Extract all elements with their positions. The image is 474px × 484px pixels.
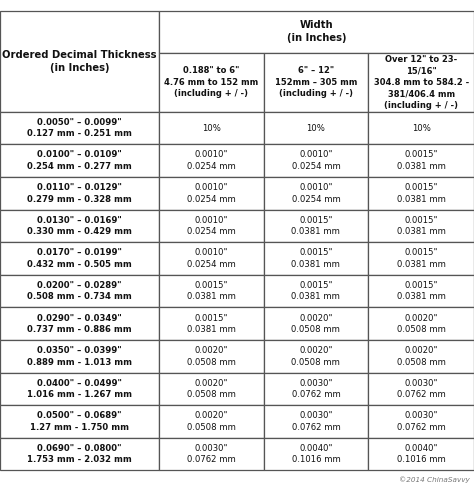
Text: 0.0040"
0.1016 mm: 0.0040" 0.1016 mm — [397, 444, 446, 464]
Bar — [264, 53, 368, 112]
Text: 0.0110" – 0.0129"
0.279 mm - 0.328 mm: 0.0110" – 0.0129" 0.279 mm - 0.328 mm — [27, 183, 132, 204]
Bar — [368, 177, 474, 210]
Text: 0.0050" – 0.0099"
0.127 mm - 0.251 mm: 0.0050" – 0.0099" 0.127 mm - 0.251 mm — [27, 118, 132, 138]
Bar — [264, 210, 368, 242]
Text: 0.0015"
0.0381 mm: 0.0015" 0.0381 mm — [397, 248, 446, 269]
Text: 0.0010"
0.0254 mm: 0.0010" 0.0254 mm — [292, 183, 340, 204]
Text: 0.0010"
0.0254 mm: 0.0010" 0.0254 mm — [187, 216, 236, 236]
Text: 0.0015"
0.0381 mm: 0.0015" 0.0381 mm — [292, 248, 340, 269]
Text: 0.0290" – 0.0349"
0.737 mm - 0.886 mm: 0.0290" – 0.0349" 0.737 mm - 0.886 mm — [27, 314, 132, 334]
Bar — [368, 53, 474, 112]
Text: 0.0015"
0.0381 mm: 0.0015" 0.0381 mm — [187, 281, 236, 302]
Bar — [368, 144, 474, 177]
Bar — [0, 177, 159, 210]
Text: 0.0020"
0.0508 mm: 0.0020" 0.0508 mm — [292, 346, 340, 366]
Text: 10%: 10% — [202, 123, 220, 133]
Bar — [0, 242, 159, 275]
Text: Ordered Decimal Thickness
(in Inches): Ordered Decimal Thickness (in Inches) — [2, 50, 156, 73]
Text: 0.0020"
0.0508 mm: 0.0020" 0.0508 mm — [397, 346, 446, 366]
Text: 0.0015"
0.0381 mm: 0.0015" 0.0381 mm — [397, 216, 446, 236]
Text: 0.0020"
0.0508 mm: 0.0020" 0.0508 mm — [187, 411, 236, 432]
Bar — [264, 112, 368, 144]
Text: 0.0100" – 0.0109"
0.254 mm - 0.277 mm: 0.0100" – 0.0109" 0.254 mm - 0.277 mm — [27, 151, 132, 171]
Text: 0.0690" – 0.0800"
1.753 mm - 2.032 mm: 0.0690" – 0.0800" 1.753 mm - 2.032 mm — [27, 444, 132, 464]
Text: 0.0040"
0.1016 mm: 0.0040" 0.1016 mm — [292, 444, 340, 464]
Bar — [368, 210, 474, 242]
Bar — [0, 275, 159, 307]
Bar — [159, 53, 264, 112]
Text: 0.0020"
0.0508 mm: 0.0020" 0.0508 mm — [187, 346, 236, 366]
Text: ©2014 ChinaSavvy: ©2014 ChinaSavvy — [399, 476, 469, 483]
Bar — [159, 144, 264, 177]
Bar — [159, 438, 264, 470]
Text: 0.0015"
0.0381 mm: 0.0015" 0.0381 mm — [397, 183, 446, 204]
Bar — [0, 210, 159, 242]
Text: 0.0130" – 0.0169"
0.330 mm - 0.429 mm: 0.0130" – 0.0169" 0.330 mm - 0.429 mm — [27, 216, 132, 236]
Text: 0.0015"
0.0381 mm: 0.0015" 0.0381 mm — [397, 281, 446, 302]
Text: 0.0030"
0.0762 mm: 0.0030" 0.0762 mm — [292, 411, 340, 432]
Bar — [368, 373, 474, 405]
Bar — [0, 340, 159, 373]
Bar — [0, 438, 159, 470]
Bar — [264, 177, 368, 210]
Text: 0.0030"
0.0762 mm: 0.0030" 0.0762 mm — [187, 444, 236, 464]
Bar — [159, 112, 264, 144]
Text: 0.0400" – 0.0499"
1.016 mm - 1.267 mm: 0.0400" – 0.0499" 1.016 mm - 1.267 mm — [27, 378, 132, 399]
Bar — [368, 275, 474, 307]
Bar — [368, 112, 474, 144]
Bar — [264, 307, 368, 340]
Text: 0.0030"
0.0762 mm: 0.0030" 0.0762 mm — [397, 411, 446, 432]
Bar — [264, 242, 368, 275]
Text: 0.0020"
0.0508 mm: 0.0020" 0.0508 mm — [187, 378, 236, 399]
Bar — [0, 405, 159, 438]
Bar — [159, 340, 264, 373]
Text: Over 12" to 23-
15/16"
304.8 mm to 584.2 -
381/406.4 mm
(including + / -): Over 12" to 23- 15/16" 304.8 mm to 584.2… — [374, 55, 469, 110]
Text: 10%: 10% — [307, 123, 325, 133]
Text: 0.0010"
0.0254 mm: 0.0010" 0.0254 mm — [187, 183, 236, 204]
Bar — [159, 307, 264, 340]
Text: 0.0200" – 0.0289"
0.508 mm - 0.734 mm: 0.0200" – 0.0289" 0.508 mm - 0.734 mm — [27, 281, 132, 302]
Bar — [264, 438, 368, 470]
Bar — [159, 11, 474, 53]
Bar — [368, 438, 474, 470]
Bar — [264, 340, 368, 373]
Bar — [0, 11, 159, 112]
Text: 0.0020"
0.0508 mm: 0.0020" 0.0508 mm — [397, 314, 446, 334]
Bar — [264, 405, 368, 438]
Bar — [264, 144, 368, 177]
Bar — [159, 242, 264, 275]
Text: 0.0350" – 0.0399"
0.889 mm - 1.013 mm: 0.0350" – 0.0399" 0.889 mm - 1.013 mm — [27, 346, 132, 366]
Text: 0.0030"
0.0762 mm: 0.0030" 0.0762 mm — [292, 378, 340, 399]
Text: 0.0015"
0.0381 mm: 0.0015" 0.0381 mm — [292, 216, 340, 236]
Text: 0.0015"
0.0381 mm: 0.0015" 0.0381 mm — [187, 314, 236, 334]
Text: 0.0010"
0.0254 mm: 0.0010" 0.0254 mm — [187, 151, 236, 171]
Bar — [264, 373, 368, 405]
Text: Width
(in Inches): Width (in Inches) — [287, 20, 346, 43]
Text: 0.0015"
0.0381 mm: 0.0015" 0.0381 mm — [292, 281, 340, 302]
Bar — [159, 373, 264, 405]
Bar — [0, 307, 159, 340]
Bar — [0, 144, 159, 177]
Bar — [159, 405, 264, 438]
Bar — [368, 340, 474, 373]
Text: 0.0015"
0.0381 mm: 0.0015" 0.0381 mm — [397, 151, 446, 171]
Text: 0.0010"
0.0254 mm: 0.0010" 0.0254 mm — [187, 248, 236, 269]
Text: 0.0010"
0.0254 mm: 0.0010" 0.0254 mm — [292, 151, 340, 171]
Bar — [159, 210, 264, 242]
Bar — [368, 405, 474, 438]
Bar — [264, 275, 368, 307]
Bar — [368, 307, 474, 340]
Bar — [368, 242, 474, 275]
Text: 6" – 12"
152mm – 305 mm
(including + / -): 6" – 12" 152mm – 305 mm (including + / -… — [275, 66, 357, 98]
Text: 0.0030"
0.0762 mm: 0.0030" 0.0762 mm — [397, 378, 446, 399]
Text: 10%: 10% — [412, 123, 430, 133]
Bar — [0, 373, 159, 405]
Text: 0.0170" – 0.0199"
0.432 mm - 0.505 mm: 0.0170" – 0.0199" 0.432 mm - 0.505 mm — [27, 248, 132, 269]
Text: 0.188" to 6"
4.76 mm to 152 mm
(including + / -): 0.188" to 6" 4.76 mm to 152 mm (includin… — [164, 66, 258, 98]
Text: 0.0020"
0.0508 mm: 0.0020" 0.0508 mm — [292, 314, 340, 334]
Bar — [159, 275, 264, 307]
Text: 0.0500" – 0.0689"
1.27 mm - 1.750 mm: 0.0500" – 0.0689" 1.27 mm - 1.750 mm — [30, 411, 129, 432]
Bar — [159, 177, 264, 210]
Bar — [0, 112, 159, 144]
